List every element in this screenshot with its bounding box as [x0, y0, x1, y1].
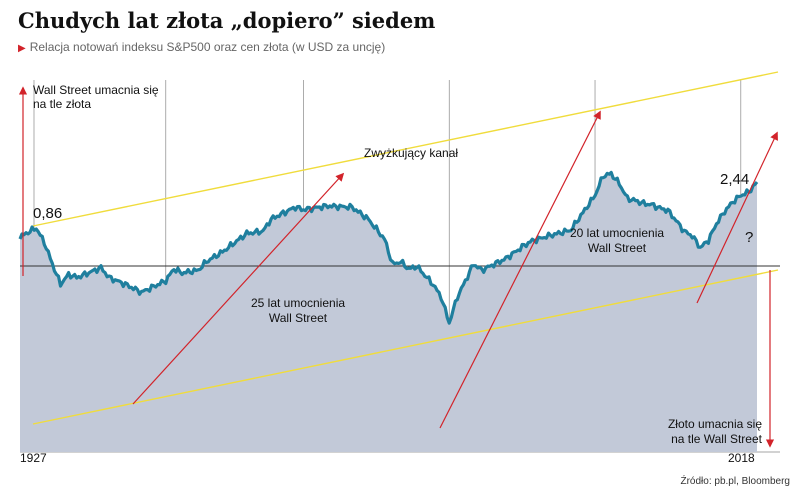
- arrow-recent-rally: [696, 131, 778, 304]
- channel-lower-line: [32, 269, 779, 425]
- trend-arrows: [18, 86, 778, 448]
- arrow-rally-2000: [439, 110, 601, 429]
- x-axis-tick-1927: 1927: [20, 451, 47, 465]
- page-title: Chudych lat złota „dopiero” siedem: [18, 8, 436, 33]
- x-axis-tick-2018: 2018: [728, 451, 755, 465]
- annotation-channel: Zwyżkujący kanał: [364, 146, 458, 160]
- annotation-gold-strength-line1: Złoto umacnia się: [668, 417, 762, 431]
- value-label-end: 2,44: [720, 171, 749, 188]
- source-note: Źródło: pb.pl, Bloomberg: [680, 476, 790, 487]
- chart-subtitle: ▶ Relacja notowań indeksu S&P500 oraz cen…: [18, 40, 385, 54]
- annotation-gold-strength-line2: na tle Wall Street: [671, 432, 763, 446]
- question-mark: ?: [745, 229, 753, 246]
- ratio-area: [20, 172, 757, 452]
- annotation-25-years-line2: Wall Street: [269, 311, 328, 325]
- annotation-25-years-line1: 25 lat umocnienia: [251, 296, 345, 310]
- annotation-20-years-line2: Wall Street: [588, 241, 647, 255]
- annotation-20-years-line1: 20 lat umocnienia: [570, 226, 664, 240]
- annotation-ws-strength-line2: na tle złota: [33, 97, 91, 111]
- subtitle-text: Relacja notowań indeksu S&P500 oraz cen …: [29, 40, 386, 54]
- arrow-25-years: [132, 172, 345, 405]
- triangle-marker-icon: ▶: [18, 43, 26, 54]
- ratio-series-line: [18, 170, 759, 325]
- channel-upper-line: [32, 71, 779, 227]
- value-label-start: 0,86: [33, 205, 62, 222]
- annotation-ws-strength-line1: Wall Street umacnia się: [33, 83, 159, 97]
